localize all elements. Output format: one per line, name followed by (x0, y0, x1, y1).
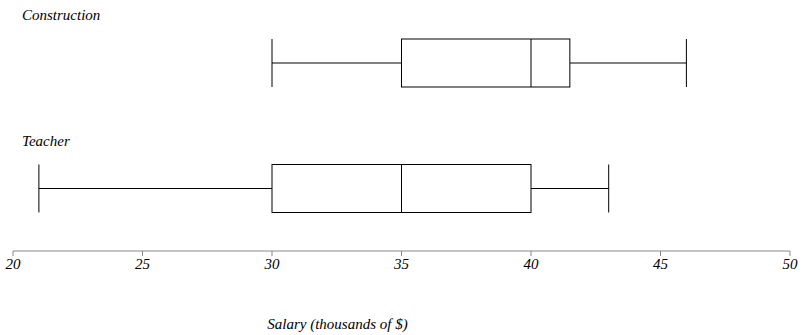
svg-text:Construction: Construction (22, 7, 100, 23)
svg-text:Teacher: Teacher (22, 133, 70, 149)
svg-text:35: 35 (393, 256, 410, 272)
svg-text:30: 30 (264, 256, 281, 272)
svg-text:50: 50 (783, 256, 796, 272)
svg-text:25: 25 (135, 256, 151, 272)
svg-text:20: 20 (8, 256, 21, 272)
svg-text:45: 45 (653, 256, 669, 272)
svg-text:Salary (thousands of $): Salary (thousands of $) (267, 316, 407, 333)
svg-text:40: 40 (524, 256, 540, 272)
